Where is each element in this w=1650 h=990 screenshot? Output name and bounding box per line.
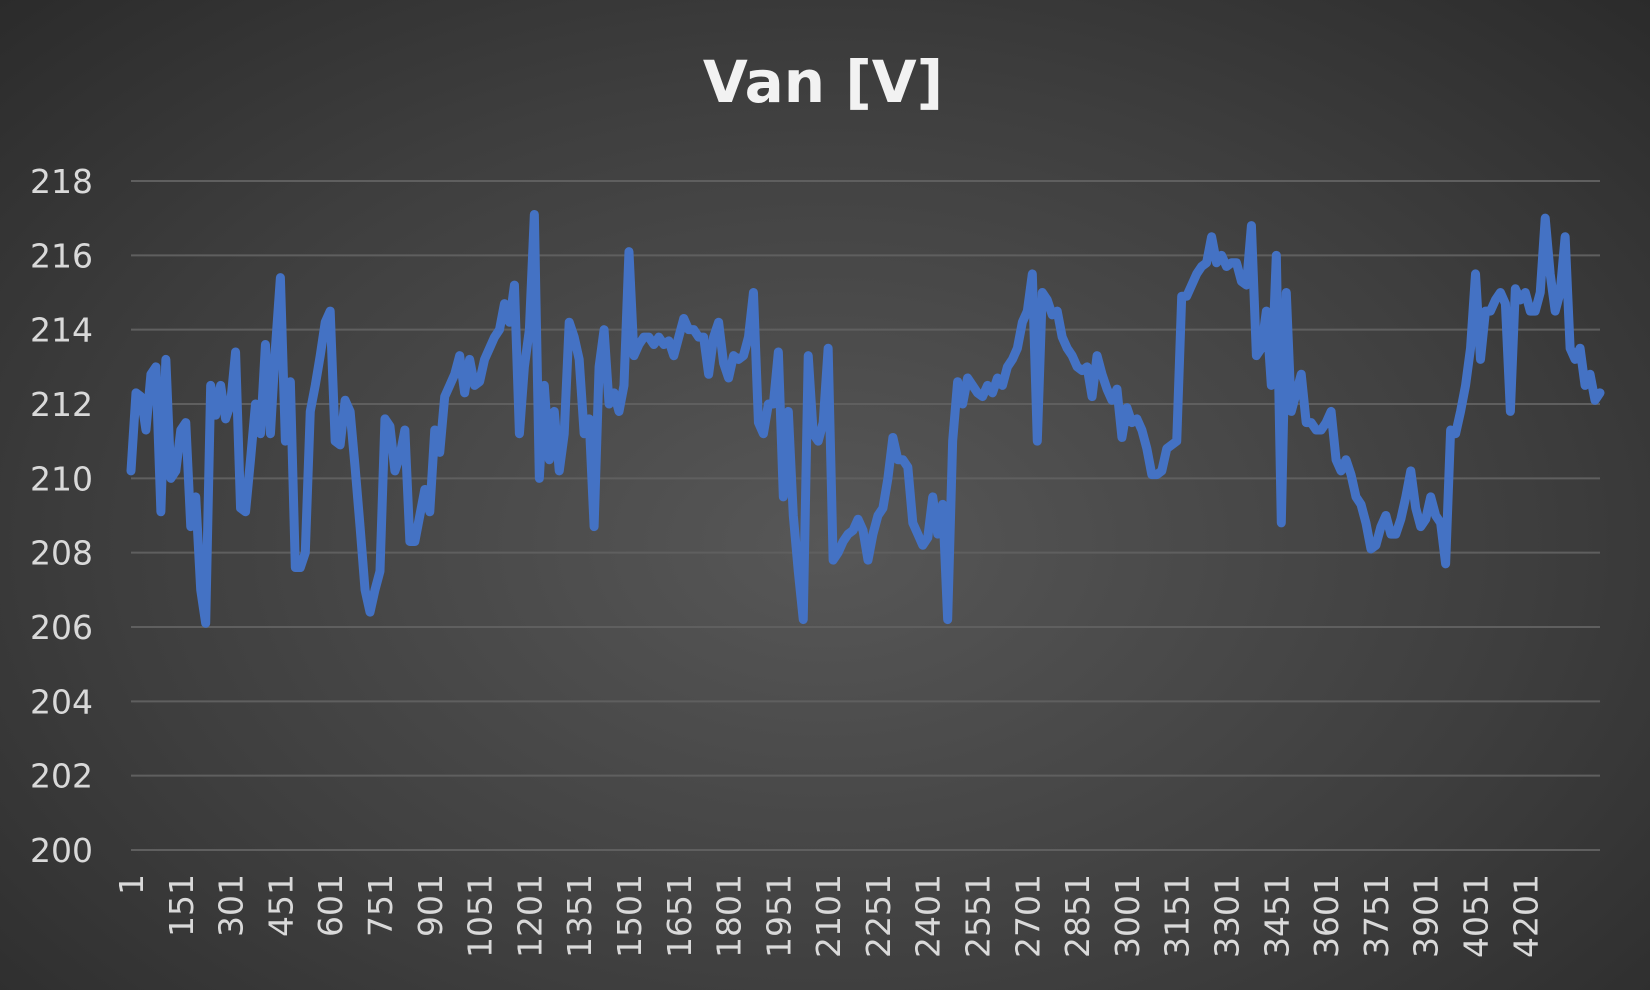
x-tick-label: 1051 — [461, 874, 500, 958]
y-tick-label: 202 — [30, 757, 93, 796]
y-tick-label: 212 — [30, 385, 93, 424]
x-tick-label: 1651 — [660, 874, 699, 958]
x-tick-label: 1351 — [560, 874, 599, 958]
x-tick-label: 2251 — [859, 874, 898, 958]
x-tick-label: 2101 — [809, 874, 848, 958]
x-tick-label: 3001 — [1108, 874, 1147, 958]
x-tick-label: 1201 — [510, 874, 549, 958]
y-tick-label: 206 — [30, 608, 93, 647]
data-line — [126, 209, 1605, 628]
x-tick-label: 3151 — [1158, 874, 1197, 958]
x-tick-label: 1 — [112, 874, 151, 895]
x-tick-label: 3901 — [1407, 874, 1446, 958]
x-tick-label: 2851 — [1058, 874, 1097, 958]
y-tick-label: 218 — [30, 162, 93, 201]
x-tick-label: 2701 — [1008, 874, 1047, 958]
y-tick-label: 200 — [30, 831, 93, 870]
x-tick-label: 1951 — [759, 874, 798, 958]
y-tick-label: 210 — [30, 459, 93, 498]
x-tick-label: 2401 — [909, 874, 948, 958]
x-tick-label: 2551 — [959, 874, 998, 958]
x-tick-label: 1501 — [610, 874, 649, 958]
y-tick-label: 214 — [30, 311, 93, 350]
x-tick-label: 3301 — [1208, 874, 1247, 958]
x-tick-label: 751 — [361, 874, 400, 937]
x-tick-label: 601 — [311, 874, 350, 937]
x-tick-label: 1801 — [710, 874, 749, 958]
x-tick-label: 301 — [212, 874, 251, 937]
x-tick-label: 3451 — [1257, 874, 1296, 958]
x-tick-label: 3751 — [1357, 874, 1396, 958]
x-tick-label: 451 — [261, 874, 300, 937]
x-tick-label: 3601 — [1307, 874, 1346, 958]
x-tick-label: 4051 — [1457, 874, 1496, 958]
x-tick-label: 151 — [162, 874, 201, 937]
chart-title: Van [V] — [703, 48, 943, 116]
y-tick-label: 216 — [30, 236, 93, 275]
y-tick-label: 204 — [30, 682, 93, 721]
x-tick-label: 4201 — [1506, 874, 1545, 958]
x-tick-label: 901 — [411, 874, 450, 937]
y-tick-label: 208 — [30, 534, 93, 573]
